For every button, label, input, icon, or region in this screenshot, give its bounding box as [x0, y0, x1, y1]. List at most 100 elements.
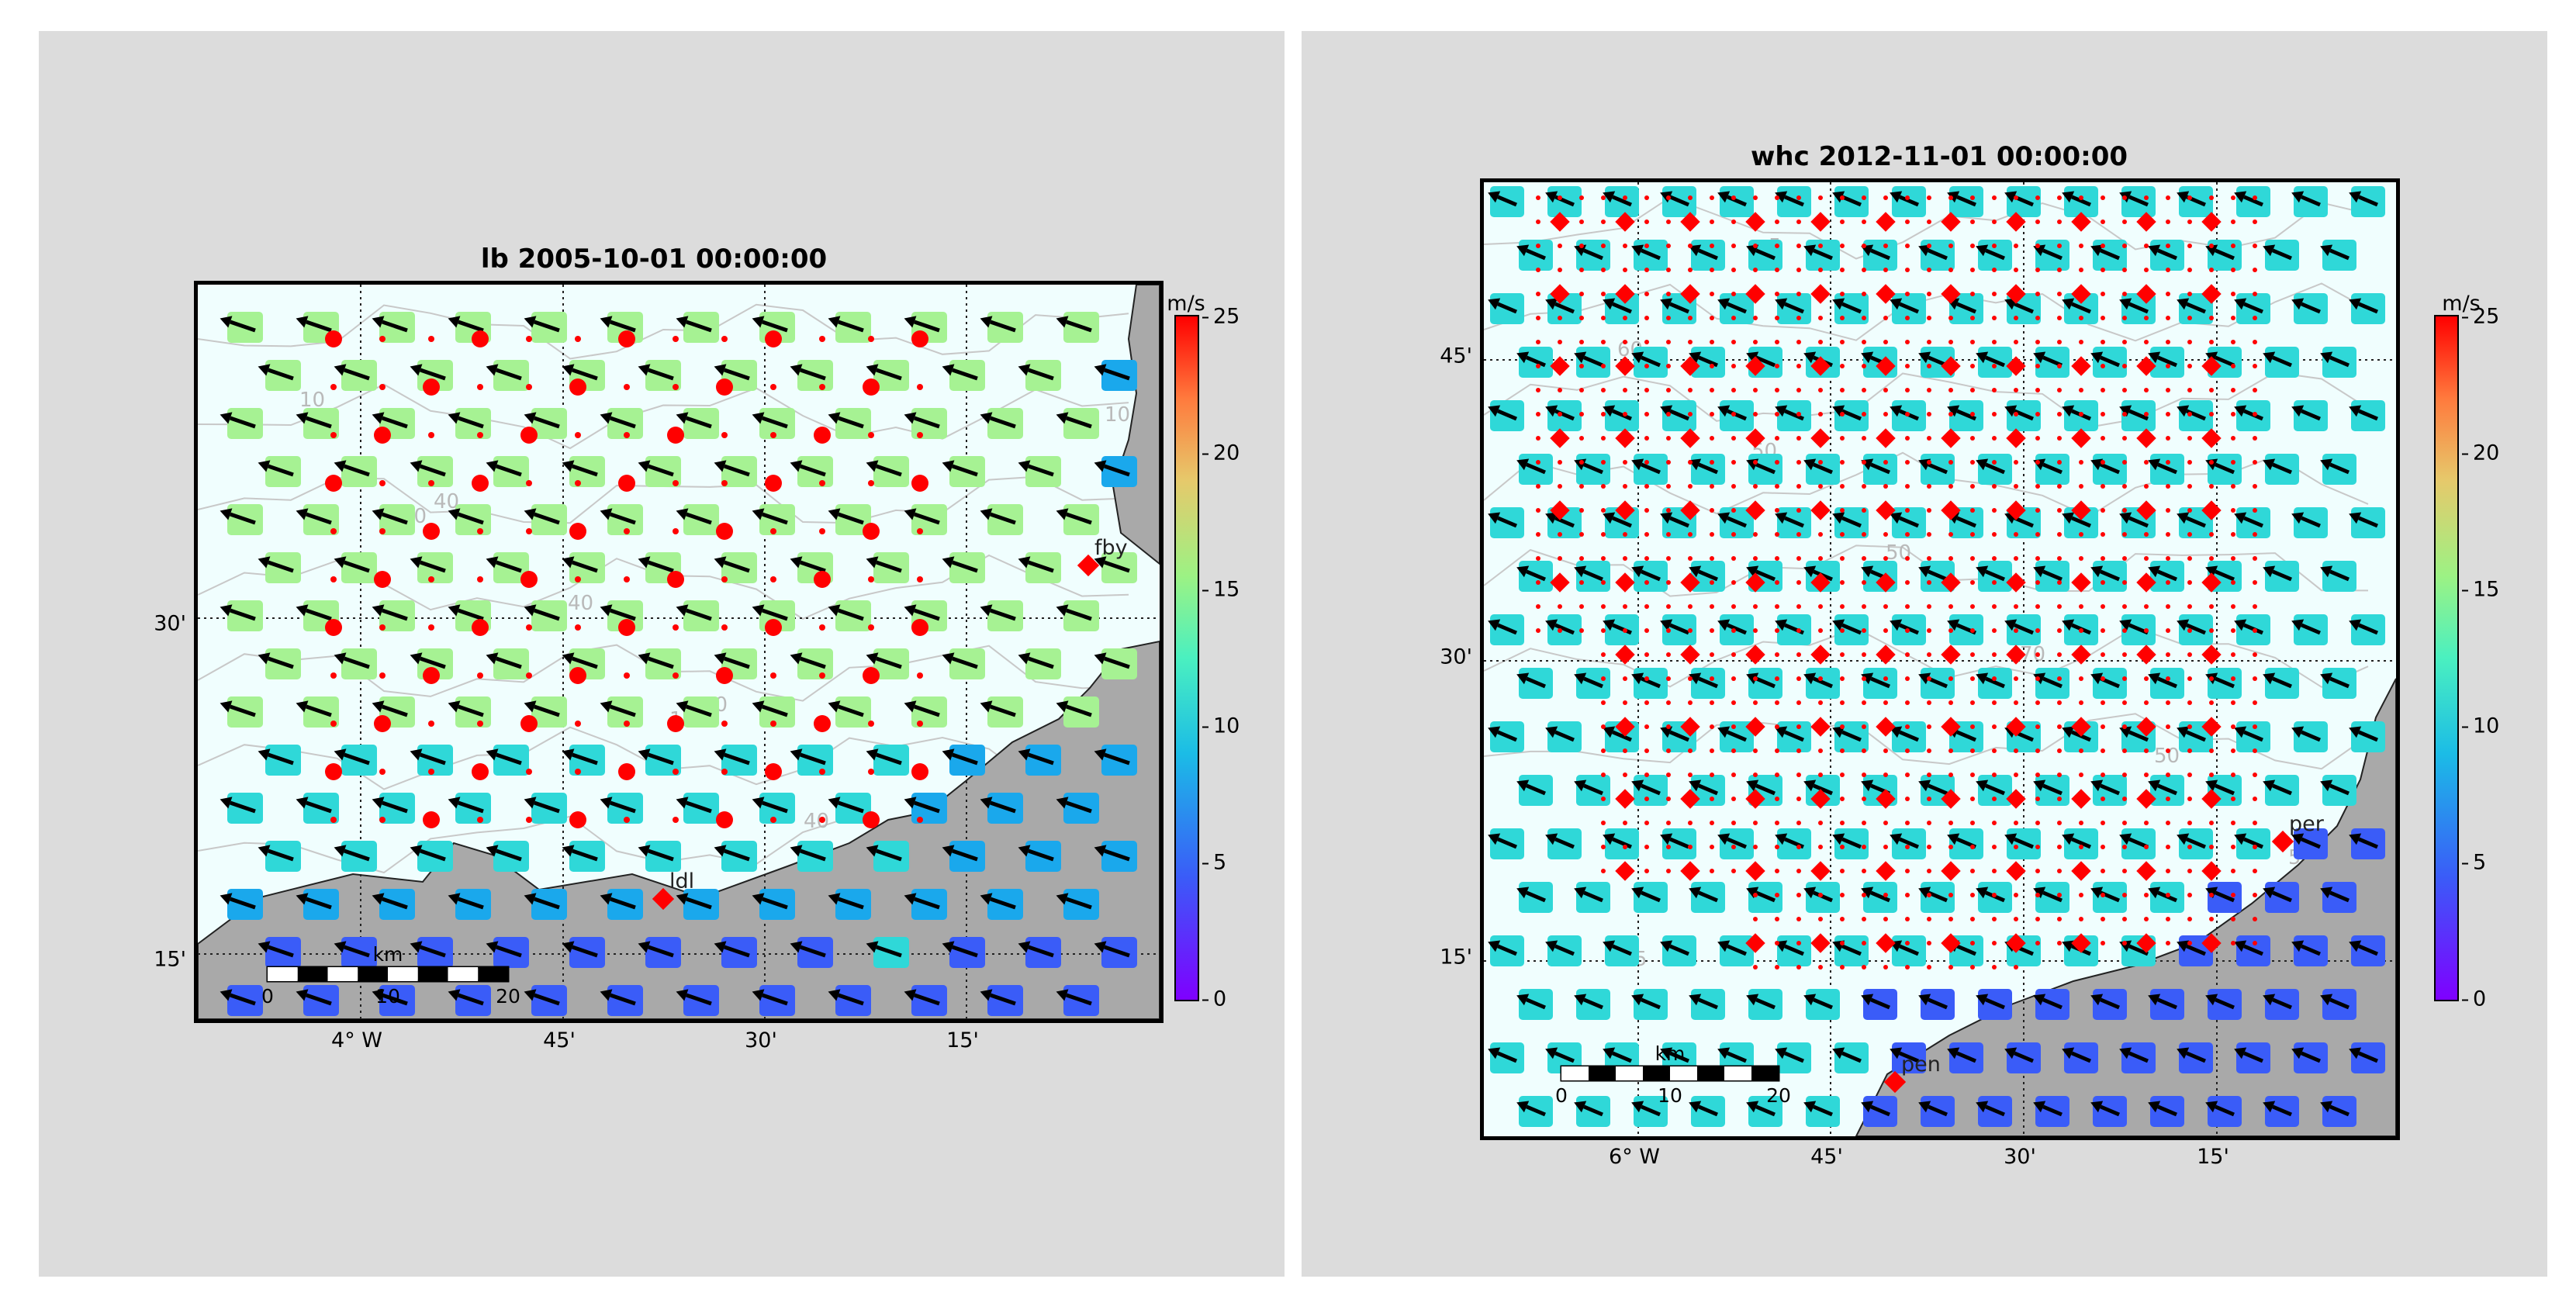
scalebar-segment — [448, 967, 479, 981]
wind-arrow-head — [1717, 619, 1731, 631]
wind-arrow-head — [2062, 298, 2075, 310]
wind-arrow-head — [1018, 941, 1031, 953]
wind-arrow — [1641, 1104, 1661, 1117]
wind-arrow-head — [1018, 652, 1031, 665]
obs-point-small — [1992, 316, 1997, 320]
obs-point-small — [1644, 244, 1649, 248]
obs-point-small — [1644, 484, 1649, 489]
wind-arrow — [2329, 676, 2350, 689]
obs-point-small — [1883, 532, 1888, 537]
wind-arrow — [2186, 623, 2206, 635]
obs-point-small — [2209, 388, 2214, 392]
obs-point-small — [624, 672, 630, 679]
obs-point-small — [1927, 604, 1931, 609]
obs-point-small — [2079, 893, 2083, 897]
obs-point-small — [1775, 628, 1779, 633]
wind-arrow — [1755, 783, 1776, 796]
obs-point-small — [2035, 893, 2040, 897]
wind-arrow — [1641, 997, 1661, 1010]
obs-point-small — [1905, 388, 1910, 392]
obs-point-small — [2253, 941, 2257, 945]
obs-point-small — [330, 672, 337, 679]
obs-point-small — [2122, 676, 2127, 681]
obs-point-small — [1905, 652, 1910, 657]
wind-arrow — [382, 608, 408, 621]
obs-point-small — [819, 384, 825, 390]
obs-point-small — [1623, 388, 1627, 392]
wind-arrow — [2128, 409, 2149, 421]
wind-arrow-head — [2004, 1047, 2018, 1059]
wind-arrow-head — [1660, 833, 1673, 845]
obs-point-small — [1710, 821, 1714, 825]
wind-arrow — [1813, 462, 1833, 475]
obs-point-small — [2231, 484, 2235, 489]
wind-arrow-head — [904, 893, 917, 905]
obs-point-small — [1688, 460, 1693, 465]
wind-arrow-head — [1717, 940, 1731, 952]
wind-arrow — [610, 512, 636, 525]
obs-point-small — [2209, 268, 2214, 272]
wind-arrow-head — [410, 556, 423, 569]
wind-arrow-head — [2320, 887, 2333, 899]
obs-point-small — [379, 624, 386, 631]
obs-point-small — [1883, 893, 1888, 897]
obs-point-small — [2101, 292, 2105, 296]
obs-point-small — [1818, 628, 1823, 633]
wind-arrow — [648, 656, 674, 669]
obs-point-small — [2122, 412, 2127, 417]
wind-arrow — [1956, 195, 1976, 207]
wind-arrow-head — [1603, 512, 1616, 524]
obs-point-small — [819, 336, 825, 342]
wind-arrow — [1928, 569, 1948, 582]
wind-arrow-head — [2205, 779, 2218, 792]
obs-point-small — [2144, 773, 2149, 777]
wind-arrow-head — [980, 893, 993, 905]
wind-arrow — [1755, 1104, 1776, 1117]
obs-point-small — [1710, 292, 1714, 296]
wind-arrow — [2100, 1104, 2120, 1117]
obs-point-small — [1862, 773, 1866, 777]
wind-arrow — [952, 945, 978, 958]
wind-arrow — [2100, 569, 2120, 582]
obs-point-small — [1992, 292, 1997, 296]
wind-arrow-head — [1832, 833, 1845, 845]
obs-point-small — [2253, 797, 2257, 801]
obs-point-small — [1862, 340, 1866, 344]
wind-arrow — [800, 656, 826, 669]
wind-arrow — [838, 800, 864, 814]
wind-arrow — [1928, 676, 1948, 689]
scalebar-label: 10 — [375, 985, 400, 1008]
obs-point-small — [2035, 292, 2040, 296]
y-tick-label: 30' — [154, 611, 186, 636]
obs-point-small — [1862, 532, 1866, 537]
obs-point-small — [2144, 412, 2149, 417]
obs-point-small — [2057, 316, 2062, 320]
map-plot-area[interactable]: 10404040105010101010401010fbyldlkm01020 — [194, 281, 1164, 1023]
wind-arrow — [2358, 195, 2378, 207]
obs-point-small — [1862, 628, 1866, 633]
obs-point-small — [770, 576, 776, 582]
obs-point-small — [1948, 845, 1953, 849]
obs-point-small — [1601, 628, 1606, 633]
wind-arrow-head — [1947, 1047, 1960, 1059]
obs-point-small — [2231, 652, 2235, 657]
wind-arrow — [648, 464, 674, 477]
wind-arrow — [1870, 890, 1890, 903]
wind-arrow — [1841, 944, 1862, 956]
wind-arrow — [1641, 248, 1661, 261]
obs-point-small — [2035, 797, 2040, 801]
wind-arrow-head — [1094, 652, 1107, 665]
wind-arrow-head — [1516, 351, 1530, 364]
obs-point-small — [1905, 821, 1910, 825]
obs-point-small — [2101, 773, 2105, 777]
obs-point-small — [2122, 604, 2127, 609]
wind-arrow-head — [2148, 565, 2161, 578]
wind-arrow — [1497, 409, 1517, 421]
obs-point-small — [1905, 268, 1910, 272]
wind-arrow-head — [410, 460, 423, 472]
wind-arrow-head — [1545, 191, 1558, 203]
map-plot-area[interactable]: 60505070505055perpenkm01020 — [1480, 178, 2400, 1140]
wind-arrow-head — [904, 412, 917, 424]
obs-point-small — [1710, 532, 1714, 537]
scalebar-segment — [388, 967, 418, 981]
